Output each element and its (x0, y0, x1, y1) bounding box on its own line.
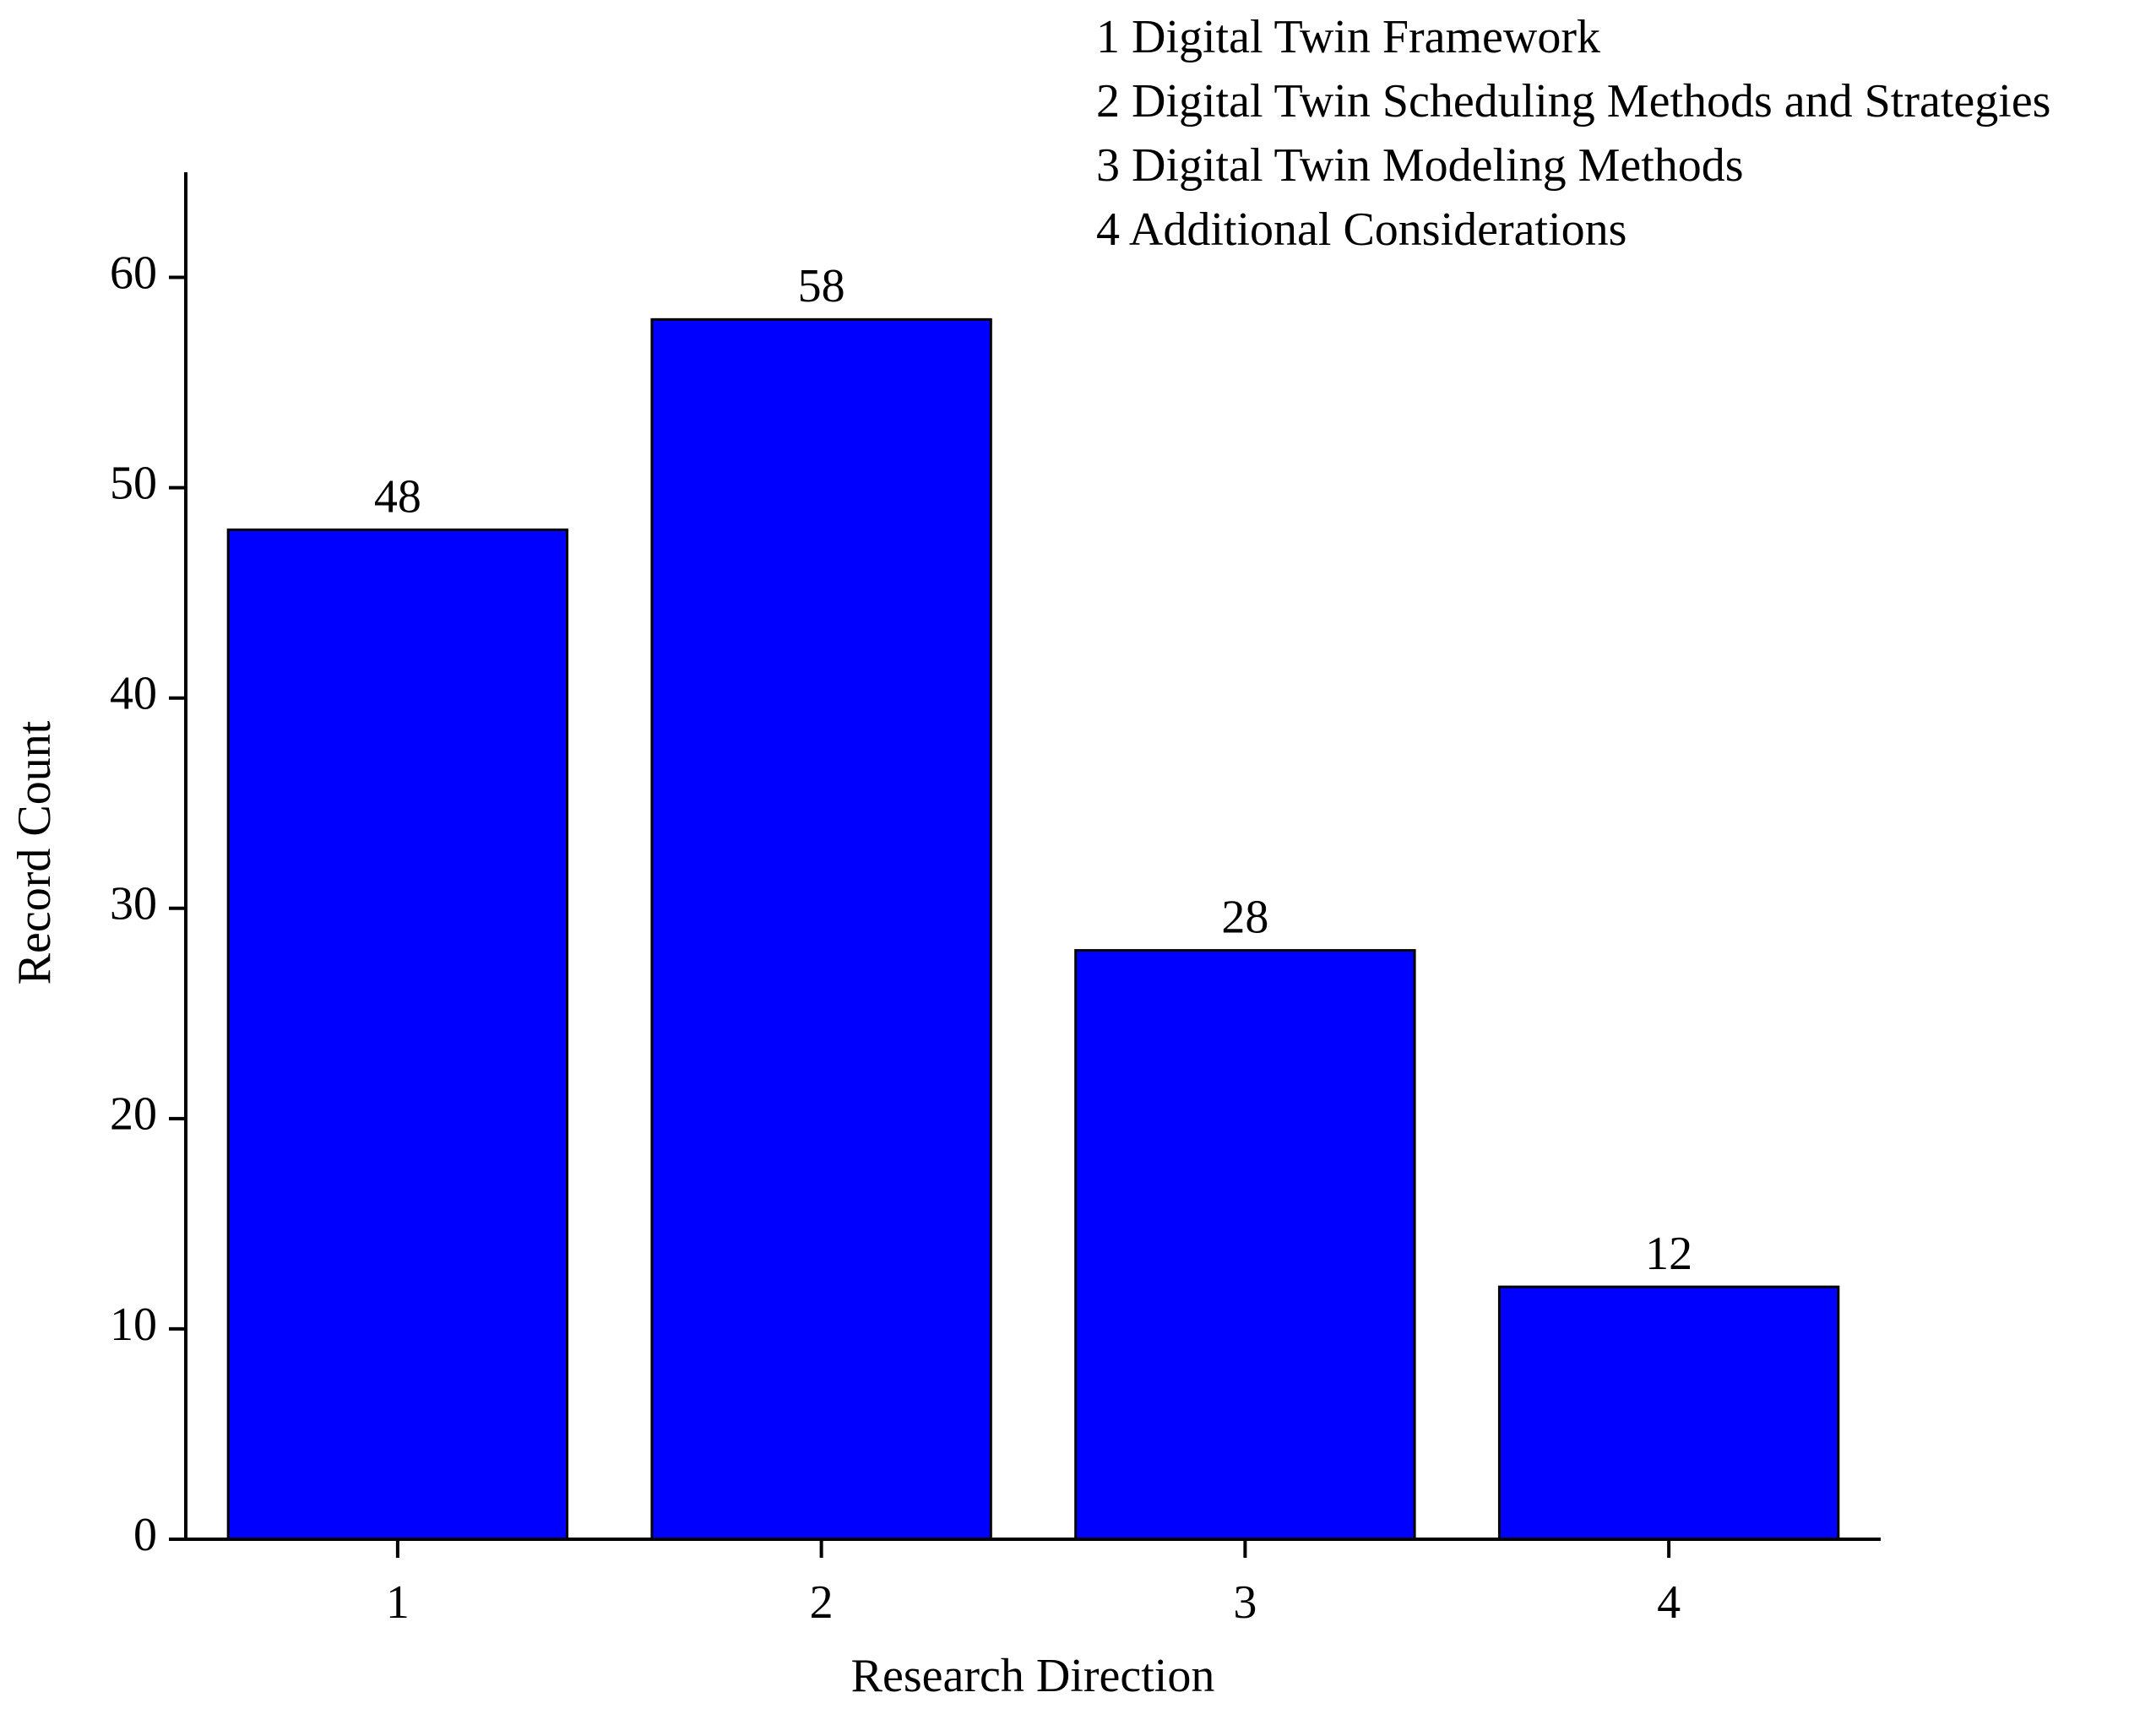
bar (1074, 949, 1416, 1541)
x-tick-label: 4 (1657, 1576, 1681, 1629)
x-tick-label: 3 (1233, 1576, 1257, 1629)
y-tick-label: 40 (110, 668, 157, 720)
x-tick-label: 2 (810, 1576, 834, 1629)
bar (226, 528, 569, 1541)
note: 1 Digital Twin Framework (1096, 11, 1600, 63)
y-tick-label: 10 (110, 1299, 157, 1351)
note: 2 Digital Twin Scheduling Methods and St… (1096, 75, 2050, 127)
note: 3 Digital Twin Modeling Methods (1096, 139, 1744, 192)
y-tick-label: 30 (110, 878, 157, 930)
y-axis-label: Record Count (8, 720, 61, 984)
value-label: 48 (374, 470, 421, 523)
value-label: 12 (1645, 1228, 1692, 1280)
y-tick-label: 0 (133, 1509, 157, 1561)
x-tick-label: 1 (386, 1576, 410, 1629)
y-tick-label: 20 (110, 1088, 157, 1141)
value-label: 58 (798, 260, 845, 312)
x-axis-label: Research Direction (851, 1650, 1215, 1702)
y-tick-label: 50 (110, 457, 157, 509)
bar (650, 317, 992, 1541)
bar (1497, 1285, 1840, 1541)
note: 4 Additional Considerations (1096, 203, 1627, 256)
y-tick-label: 60 (110, 247, 157, 299)
value-label: 28 (1221, 891, 1268, 943)
